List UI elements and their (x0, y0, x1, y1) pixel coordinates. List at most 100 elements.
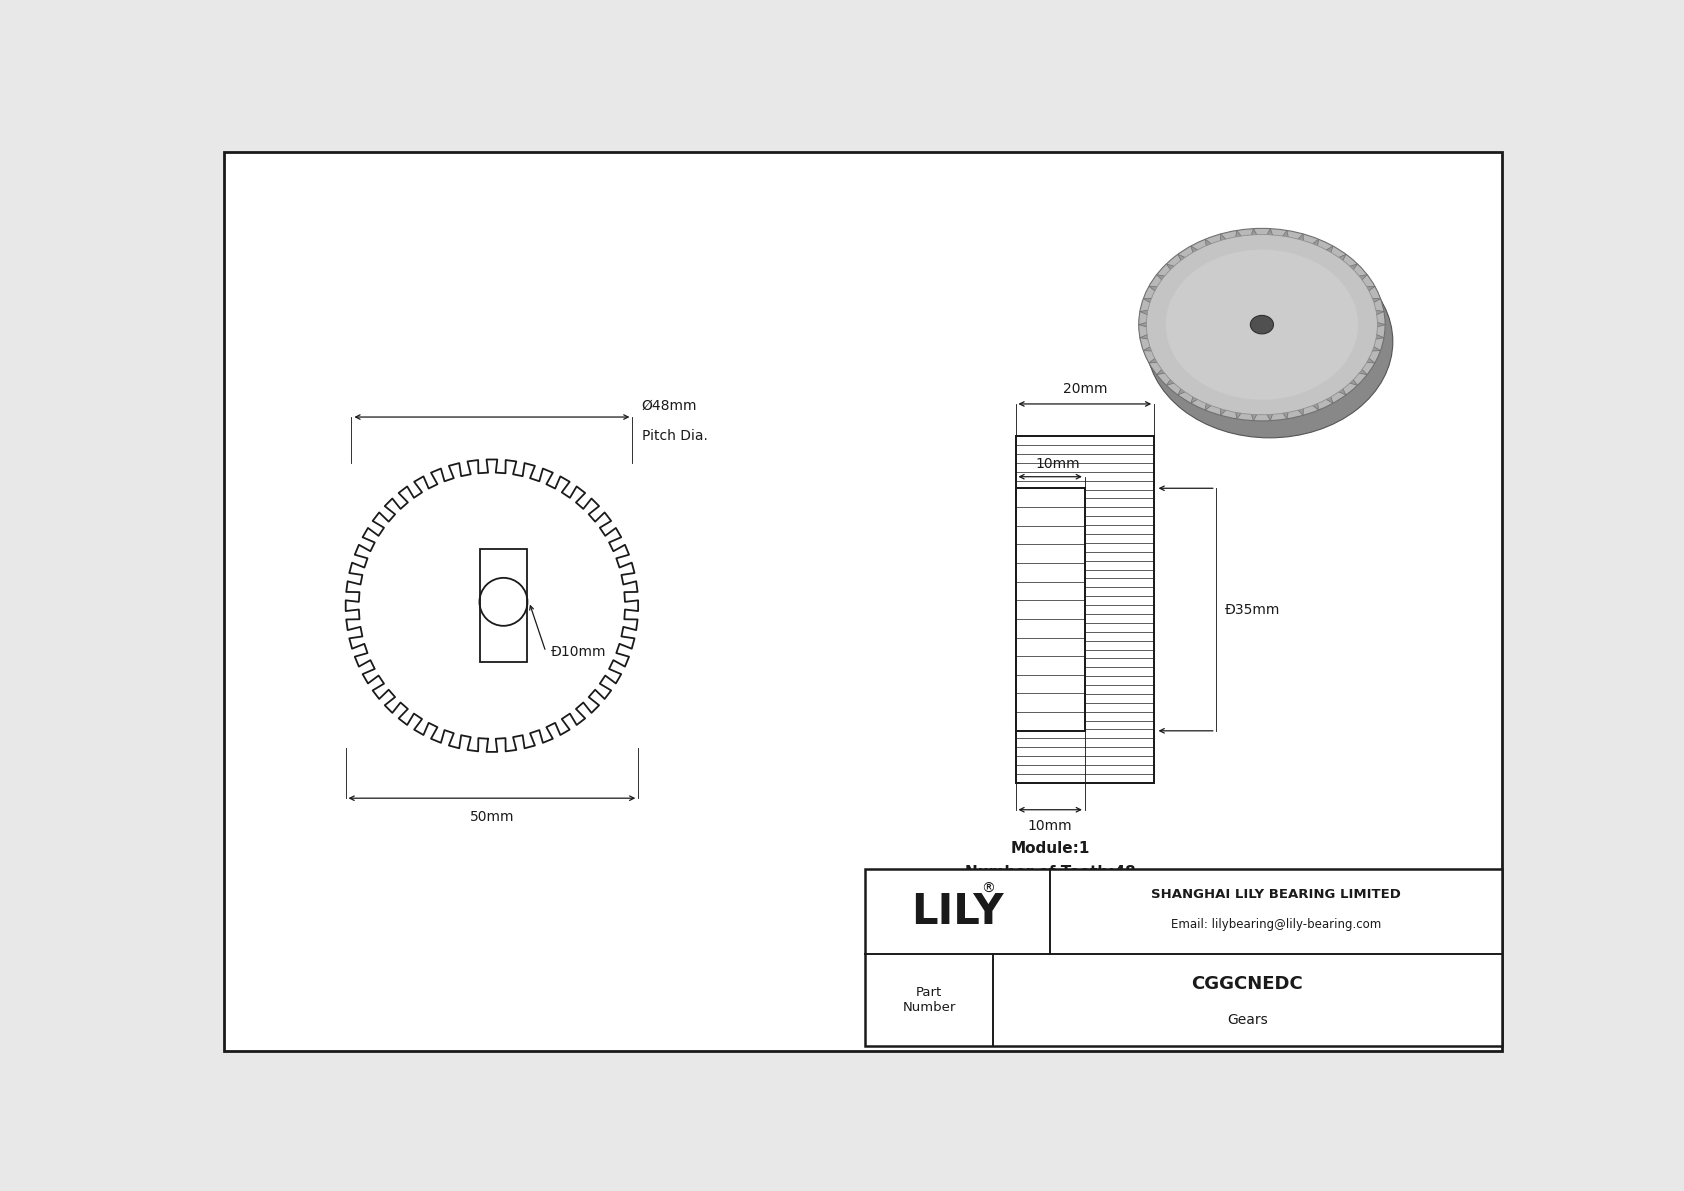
Polygon shape (1293, 233, 1310, 261)
Polygon shape (1221, 233, 1228, 263)
Polygon shape (1371, 320, 1386, 329)
Polygon shape (1352, 366, 1367, 375)
Polygon shape (1177, 389, 1199, 412)
Polygon shape (1340, 384, 1354, 412)
Text: Part
Number: Part Number (903, 986, 957, 1014)
Polygon shape (1234, 230, 1244, 243)
Polygon shape (1167, 375, 1180, 386)
Polygon shape (1177, 384, 1191, 395)
Text: CGGCNEDC: CGGCNEDC (1192, 974, 1303, 992)
Polygon shape (1280, 230, 1290, 243)
Polygon shape (1332, 384, 1346, 395)
Text: 10mm: 10mm (1027, 819, 1073, 833)
Polygon shape (1320, 392, 1334, 404)
Ellipse shape (1138, 229, 1386, 420)
Ellipse shape (1165, 250, 1359, 400)
Polygon shape (1361, 286, 1383, 304)
Polygon shape (1265, 229, 1278, 257)
Polygon shape (1307, 398, 1319, 410)
Polygon shape (1317, 398, 1327, 428)
Bar (480, 549, 527, 662)
Polygon shape (1280, 406, 1290, 419)
Polygon shape (1265, 409, 1275, 420)
Bar (1015, 488, 1084, 731)
Polygon shape (1366, 298, 1388, 316)
Polygon shape (1234, 406, 1244, 419)
Polygon shape (1361, 355, 1374, 363)
Polygon shape (1366, 343, 1381, 351)
Polygon shape (1234, 230, 1244, 260)
Polygon shape (1167, 264, 1182, 292)
Polygon shape (1364, 355, 1383, 380)
Polygon shape (1221, 403, 1231, 416)
Text: Ð35mm: Ð35mm (1224, 603, 1280, 617)
Polygon shape (1329, 392, 1340, 420)
Polygon shape (1157, 275, 1172, 285)
Polygon shape (1206, 398, 1216, 410)
Polygon shape (1191, 392, 1202, 404)
Polygon shape (1167, 264, 1180, 274)
Polygon shape (1167, 381, 1189, 403)
Text: 10mm: 10mm (1036, 456, 1079, 470)
Polygon shape (1138, 325, 1160, 345)
Polygon shape (1206, 239, 1216, 251)
Polygon shape (1366, 298, 1381, 306)
Polygon shape (1191, 247, 1202, 275)
Polygon shape (1265, 229, 1275, 241)
Polygon shape (1143, 350, 1165, 368)
Polygon shape (1253, 410, 1268, 437)
Polygon shape (1206, 401, 1224, 428)
Text: Ð10mm: Ð10mm (551, 644, 606, 659)
Polygon shape (1236, 409, 1253, 436)
Polygon shape (1369, 310, 1384, 317)
Text: 20mm: 20mm (1063, 382, 1106, 397)
Polygon shape (1157, 366, 1172, 375)
Text: 50mm: 50mm (470, 810, 514, 824)
Polygon shape (1140, 332, 1155, 341)
Polygon shape (1361, 286, 1374, 294)
Polygon shape (1307, 239, 1327, 264)
Polygon shape (1371, 332, 1391, 355)
Polygon shape (1270, 409, 1282, 437)
Bar (866, 869, 1502, 1046)
Polygon shape (1191, 247, 1202, 258)
Text: Number of Teeth:48: Number of Teeth:48 (965, 865, 1135, 880)
Polygon shape (1191, 397, 1211, 420)
Polygon shape (1332, 255, 1346, 266)
Text: Module:1: Module:1 (1010, 841, 1090, 855)
Polygon shape (1250, 409, 1260, 420)
Text: SHANGHAI LILY BEARING LIMITED: SHANGHAI LILY BEARING LIMITED (1152, 888, 1401, 902)
Polygon shape (1369, 343, 1388, 368)
Polygon shape (1177, 255, 1191, 266)
Polygon shape (1280, 230, 1295, 258)
Polygon shape (1332, 255, 1354, 278)
Polygon shape (1143, 343, 1159, 351)
Polygon shape (1143, 298, 1159, 306)
Polygon shape (1320, 247, 1334, 258)
Polygon shape (1148, 355, 1164, 363)
Polygon shape (1357, 366, 1374, 392)
Text: Ø48mm: Ø48mm (642, 399, 697, 413)
Polygon shape (1138, 320, 1152, 329)
Text: Gears: Gears (1228, 1014, 1268, 1028)
Text: LILY: LILY (911, 891, 1004, 933)
Polygon shape (1140, 312, 1160, 333)
Polygon shape (1143, 299, 1164, 323)
Polygon shape (1307, 239, 1319, 251)
Polygon shape (1140, 310, 1155, 317)
Polygon shape (1148, 286, 1164, 294)
Polygon shape (1250, 229, 1261, 257)
Text: Email: lilybearing@lily-bearing.com: Email: lilybearing@lily-bearing.com (1170, 918, 1381, 931)
Polygon shape (1351, 375, 1366, 403)
Polygon shape (1221, 406, 1238, 432)
Polygon shape (1293, 233, 1303, 247)
Polygon shape (1221, 233, 1231, 247)
Polygon shape (1206, 239, 1214, 268)
Text: Pitch Dia.: Pitch Dia. (642, 429, 707, 443)
Polygon shape (1148, 362, 1172, 380)
Ellipse shape (1250, 316, 1273, 333)
Polygon shape (1250, 229, 1260, 241)
Text: ®: ® (982, 881, 995, 896)
Polygon shape (1148, 286, 1167, 312)
Polygon shape (1344, 264, 1366, 285)
